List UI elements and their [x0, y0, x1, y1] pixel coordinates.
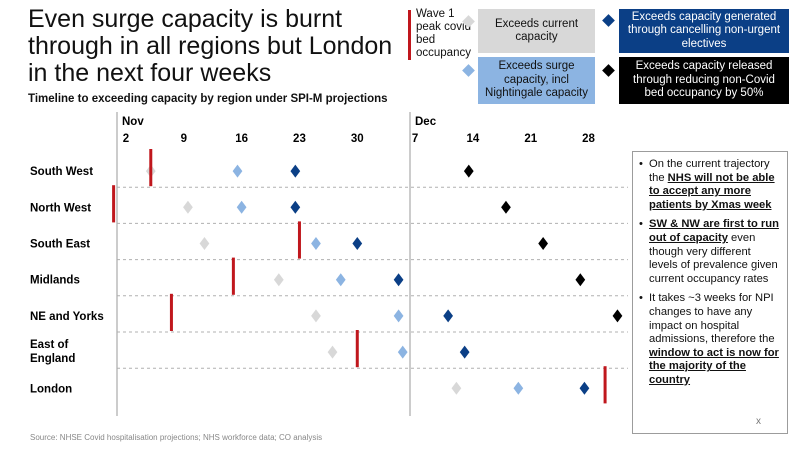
marker-surge-diamond — [397, 345, 408, 359]
marker-cancel-diamond — [290, 200, 301, 214]
tick-label: 21 — [524, 133, 537, 145]
marker-cancel-diamond — [443, 309, 454, 323]
tick-label: 16 — [235, 133, 248, 145]
tick-label: 14 — [467, 133, 480, 145]
marker-current-diamond — [451, 381, 462, 395]
legend-current-label: Exceeds current capacity — [478, 9, 595, 53]
note-1-emphasis: NHS will not be able to accept any more … — [649, 171, 775, 211]
wave1-peak-bar — [231, 257, 235, 295]
marker-current-diamond — [327, 345, 338, 359]
region-label: NE and Yorks — [30, 311, 104, 323]
close-icon[interactable]: x — [756, 416, 761, 428]
note-2-emphasis: SW & NW are first to run out of capacity — [649, 218, 779, 244]
page-title: Even surge capacity is burnt through in … — [28, 5, 393, 87]
legend-wave1-marker — [408, 10, 411, 60]
note-2-text: even though very different levels of pre… — [649, 231, 778, 285]
legend-reduce-label: Exceeds capacity released through reduci… — [619, 57, 789, 104]
notes-box: • On the current trajectory the NHS will… — [632, 151, 788, 434]
marker-reduce-diamond — [463, 164, 474, 178]
region-label: South West — [30, 166, 93, 178]
marker-surge-diamond — [311, 237, 321, 250]
legend-cancel-label: Exceeds capacity generated through cance… — [619, 9, 789, 53]
marker-current-diamond — [199, 237, 210, 250]
marker-surge-diamond — [513, 381, 524, 395]
note-3-text: It takes ~3 weeks for NPI changes to hav… — [649, 292, 775, 346]
marker-reduce-diamond — [501, 200, 511, 214]
note-3-emphasis: window to act is now for the majority of… — [649, 346, 779, 386]
wave1-peak-bar — [112, 185, 116, 223]
marker-cancel-diamond — [459, 345, 470, 359]
region-label: East of — [30, 339, 69, 351]
tick-label: 30 — [351, 133, 364, 145]
marker-cancel-diamond — [352, 237, 363, 250]
month-label: Nov — [122, 116, 144, 128]
tick-label: 23 — [293, 133, 306, 145]
tick-label: 2 — [123, 133, 129, 145]
region-label: North West — [30, 202, 91, 214]
note-2: • SW & NW are first to run out of capaci… — [639, 218, 779, 285]
month-label: Dec — [415, 116, 437, 128]
wave1-peak-bar — [603, 366, 607, 404]
marker-surge-diamond — [335, 273, 346, 287]
marker-current-diamond — [183, 200, 193, 214]
marker-surge-diamond — [393, 309, 404, 323]
note-3: • It takes ~3 weeks for NPI changes to h… — [639, 292, 779, 386]
marker-current-diamond — [273, 273, 284, 287]
legend-wave1-label: Wave 1 peak covid bed occupancy — [416, 8, 471, 59]
tick-label: 28 — [582, 133, 595, 145]
marker-surge-diamond — [236, 200, 247, 214]
wave1-peak-bar — [169, 293, 173, 331]
marker-cancel-diamond — [393, 273, 404, 287]
note-1: • On the current trajectory the NHS will… — [639, 158, 775, 211]
marker-cancel-diamond — [579, 381, 590, 395]
wave1-peak-bar — [355, 330, 359, 368]
legend-surge-label: Exceeds surge capacity, incl Nightingale… — [478, 57, 595, 104]
region-label: London — [30, 383, 72, 395]
source-note: Source: NHSE Covid hospitalisation proje… — [30, 433, 323, 442]
marker-current-diamond — [311, 309, 321, 323]
marker-reduce-diamond — [575, 273, 586, 287]
wave1-peak-bar — [149, 149, 153, 187]
marker-reduce-diamond — [538, 237, 549, 250]
wave1-peak-bar — [297, 221, 301, 259]
region-label: South East — [30, 239, 90, 251]
chart-subtitle: Timeline to exceeding capacity by region… — [28, 93, 388, 105]
tick-label: 7 — [412, 133, 418, 145]
marker-cancel-diamond — [290, 164, 301, 178]
region-label: Midlands — [30, 275, 80, 287]
marker-surge-diamond — [232, 164, 243, 178]
marker-reduce-diamond — [612, 309, 623, 323]
region-label-line2: England — [30, 353, 75, 365]
tick-label: 9 — [181, 133, 187, 145]
note-1-text: On the current trajectory the — [649, 158, 770, 184]
